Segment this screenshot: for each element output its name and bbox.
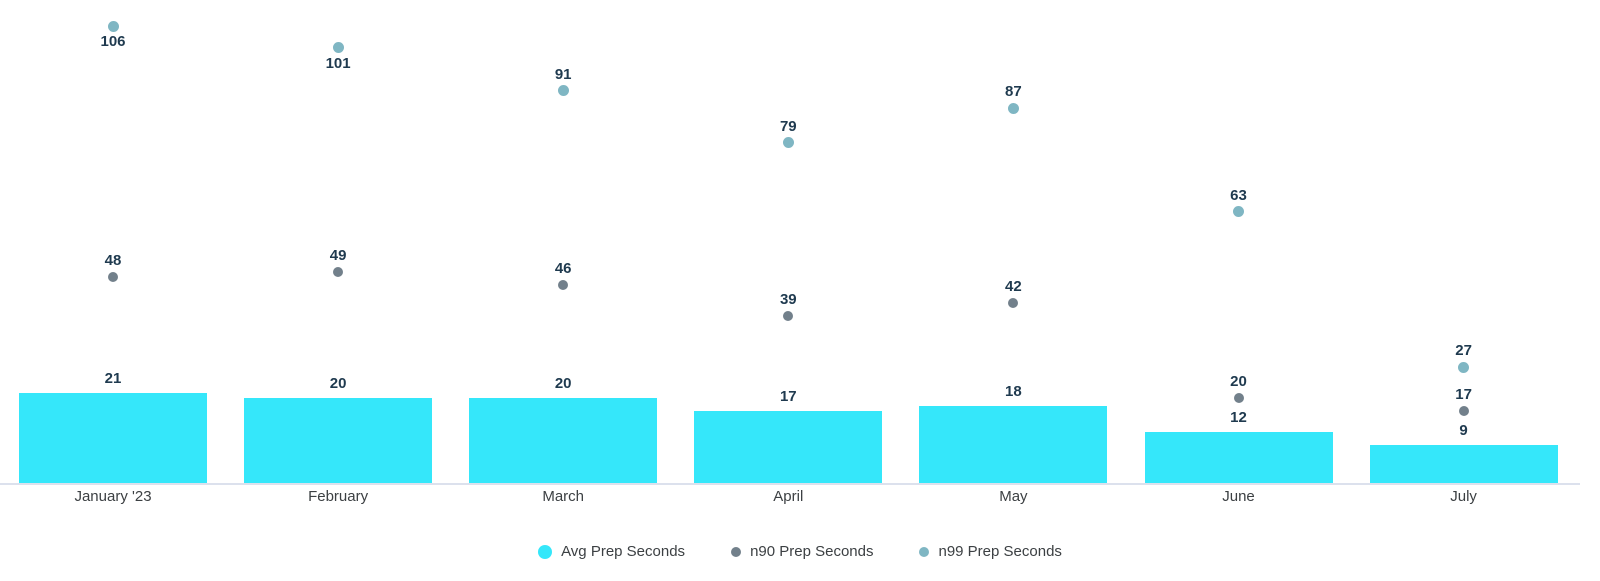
legend-marker-avg-circle-icon: [538, 544, 553, 559]
n90-dot[interactable]: [1008, 297, 1019, 308]
n99-dot[interactable]: [332, 42, 344, 54]
bar-value-label: 20: [554, 374, 572, 392]
n99-dot[interactable]: [557, 85, 569, 97]
bar-avg-prep-seconds[interactable]: [1144, 432, 1333, 484]
x-axis-category-label: June: [1222, 488, 1255, 505]
bar-avg-prep-seconds[interactable]: [244, 397, 433, 484]
x-axis-line: [0, 483, 1580, 485]
x-axis-category-label: May: [999, 488, 1028, 505]
legend-marker-n90-circle-icon: [731, 546, 742, 557]
n90-value-label: 17: [1455, 385, 1472, 403]
x-axis-category-label: March: [542, 488, 585, 505]
n90-dot[interactable]: [558, 280, 569, 291]
bar-avg-prep-seconds[interactable]: [919, 406, 1108, 484]
n99-dot[interactable]: [107, 20, 119, 32]
n99-value-label: 27: [1455, 342, 1472, 360]
bar-value-label: 9: [1459, 422, 1468, 440]
chart-legend: Avg Prep Seconds n90 Prep Seconds n99 Pr…: [0, 543, 1600, 560]
bar-value-label: 20: [329, 374, 347, 392]
n90-dot[interactable]: [1458, 405, 1469, 416]
n90-dot[interactable]: [108, 271, 118, 282]
legend-item-avg-prep-seconds[interactable]: Avg Prep Seconds: [538, 543, 685, 560]
bar-value-label: 21: [104, 370, 122, 388]
x-axis-category-label: January '23: [74, 488, 152, 505]
n90-value-label: 46: [554, 260, 572, 278]
x-axis-category-label: February: [308, 488, 369, 505]
legend-marker-n99-circle-icon: [919, 546, 930, 557]
legend-label-avg: Avg Prep Seconds: [561, 543, 686, 560]
bar-value-label: 17: [779, 387, 797, 405]
n99-dot[interactable]: [1458, 361, 1470, 373]
bar-avg-prep-seconds[interactable]: [469, 397, 658, 484]
n90-dot[interactable]: [1233, 392, 1244, 403]
n99-dot[interactable]: [1233, 206, 1244, 218]
n99-value-label: 91: [554, 65, 572, 83]
n90-value-label: 48: [104, 251, 122, 269]
legend-item-n90-prep-seconds[interactable]: n90 Prep Seconds: [731, 543, 873, 560]
n90-dot[interactable]: [783, 310, 794, 321]
n90-value-label: 49: [329, 247, 347, 265]
n90-dot[interactable]: [333, 267, 344, 278]
legend-item-n99-prep-seconds[interactable]: n99 Prep Seconds: [919, 543, 1062, 560]
n99-value-label: 87: [1005, 83, 1022, 101]
n90-value-label: 39: [779, 290, 797, 308]
n99-value-label: 63: [1230, 186, 1247, 204]
x-axis-category-label: July: [1450, 488, 1477, 505]
bar-avg-prep-seconds[interactable]: [694, 410, 883, 484]
n99-dot[interactable]: [782, 137, 794, 149]
legend-label-n99: n99 Prep Seconds: [938, 543, 1062, 560]
bar-avg-prep-seconds[interactable]: [19, 393, 207, 484]
n99-value-label: 79: [779, 117, 797, 135]
n99-value-label: 101: [325, 54, 351, 72]
x-axis-category-label: April: [773, 488, 804, 505]
n90-value-label: 42: [1005, 277, 1022, 295]
bar-avg-prep-seconds[interactable]: [1369, 445, 1558, 484]
bar-value-label: 12: [1230, 409, 1247, 427]
n99-dot[interactable]: [1007, 102, 1019, 114]
bar-value-label: 18: [1005, 383, 1022, 401]
n99-value-label: 106: [100, 33, 126, 51]
legend-label-n90: n90 Prep Seconds: [750, 543, 874, 560]
n90-value-label: 20: [1230, 372, 1247, 390]
